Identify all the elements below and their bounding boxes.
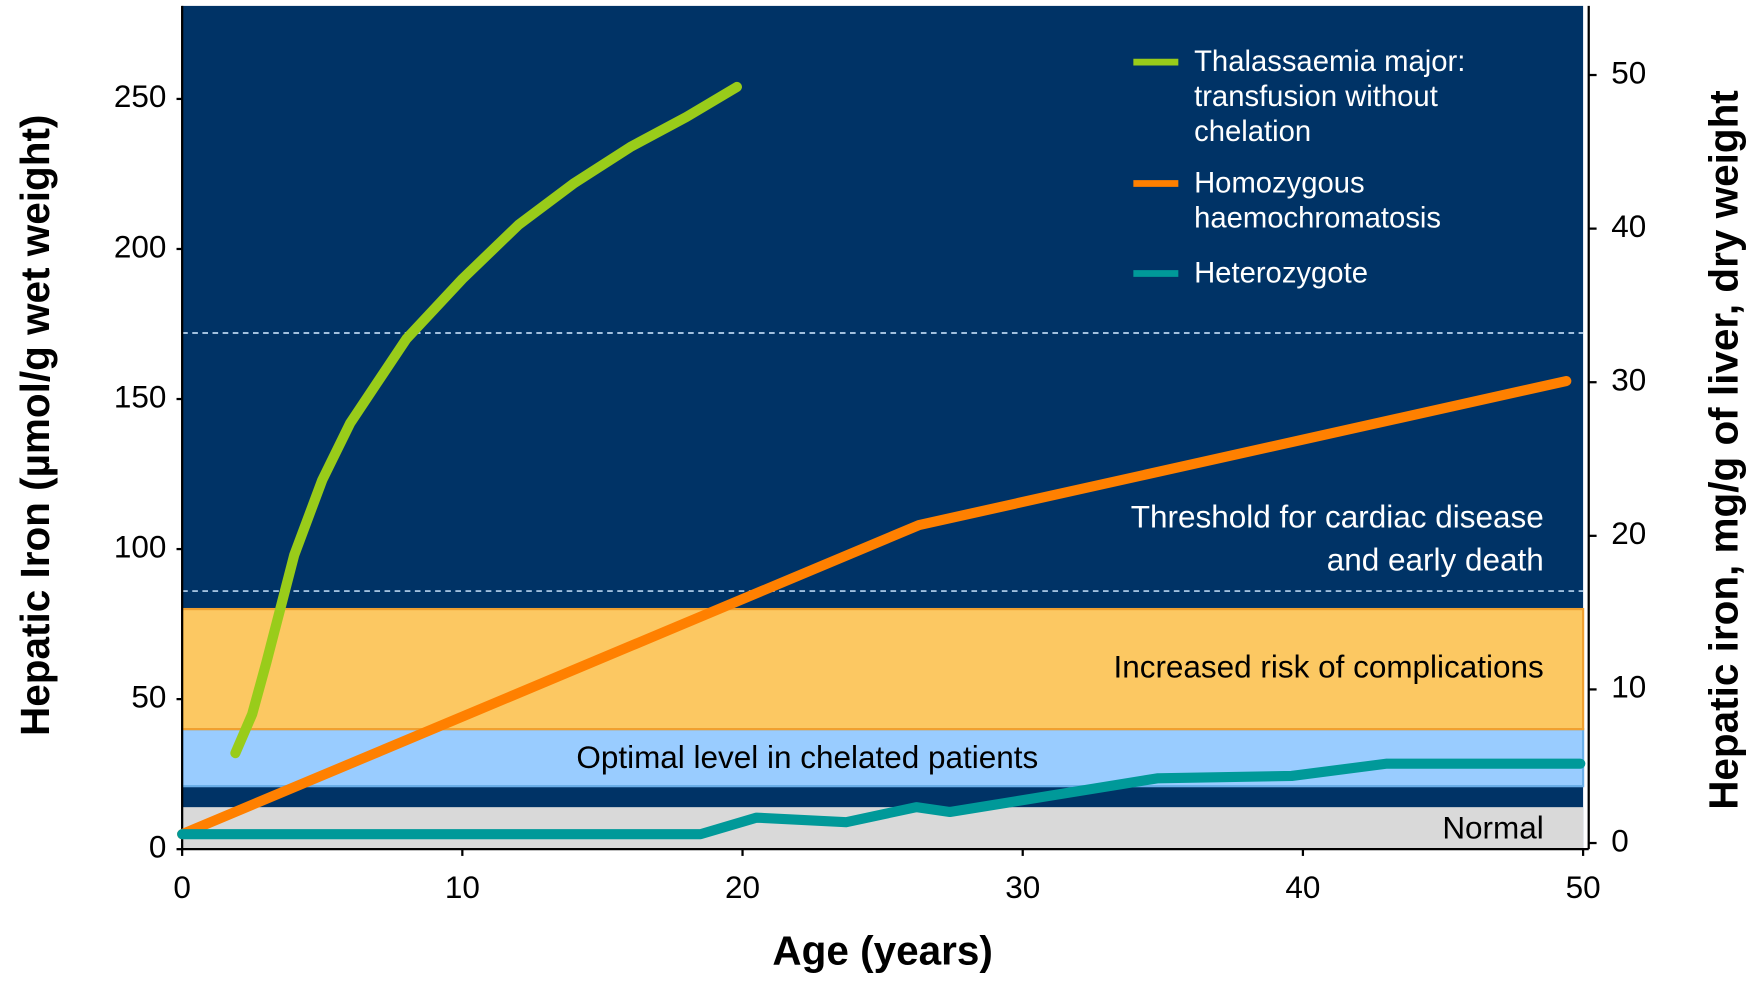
y2-tick-label: 20	[1611, 516, 1646, 551]
legend-label: Thalassaemia major: transfusion without …	[1194, 44, 1466, 148]
y2-tick-label: 30	[1611, 363, 1646, 398]
band-label: Increased risk of complications	[1113, 649, 1543, 684]
y2-tick-label: 50	[1611, 55, 1646, 90]
y2-tick-label: 40	[1611, 209, 1646, 244]
band-label: Optimal level in chelated patients	[576, 740, 1038, 775]
y-tick-label: 150	[114, 379, 167, 414]
y-axis-title: Hepatic Iron (µmol/g wet weight)	[12, 115, 58, 736]
y2-tick-label: 10	[1611, 670, 1646, 705]
series-line	[230, 81, 742, 759]
x-axis-title: Age (years)	[772, 927, 992, 973]
legend-label: Heterozygote	[1194, 255, 1368, 290]
x-tick-label: 0	[173, 870, 191, 905]
y-tick-label: 100	[114, 529, 167, 564]
y2-axis-title: Hepatic iron, mg/g of liver, dry weight	[1701, 90, 1747, 810]
threshold-label: Threshold for cardiac disease and early …	[1130, 500, 1544, 578]
x-tick-label: 30	[1005, 870, 1040, 905]
y-tick-label: 50	[131, 679, 166, 714]
y-tick-label: 0	[149, 829, 167, 864]
x-tick-label: 20	[725, 870, 760, 905]
x-tick-label: 50	[1566, 870, 1601, 905]
y-tick-label: 200	[114, 229, 167, 264]
series-line	[177, 375, 1572, 840]
y-tick-label: 250	[114, 79, 167, 114]
x-tick-label: 10	[445, 870, 480, 905]
legend-label-box: Thalassaemia major: transfusion without …	[1194, 44, 1466, 148]
legend-label: Homozygous haemochromatosis	[1194, 165, 1442, 235]
band-label: Normal	[1442, 811, 1543, 846]
threshold-label-box: Threshold for cardiac disease and early …	[1130, 500, 1544, 578]
series-line	[177, 758, 1586, 840]
legend-label-box: Homozygous haemochromatosis	[1194, 165, 1442, 235]
y2-tick-label: 0	[1611, 823, 1629, 858]
legend-label-box: Heterozygote	[1194, 255, 1368, 290]
x-tick-label: 40	[1285, 870, 1320, 905]
